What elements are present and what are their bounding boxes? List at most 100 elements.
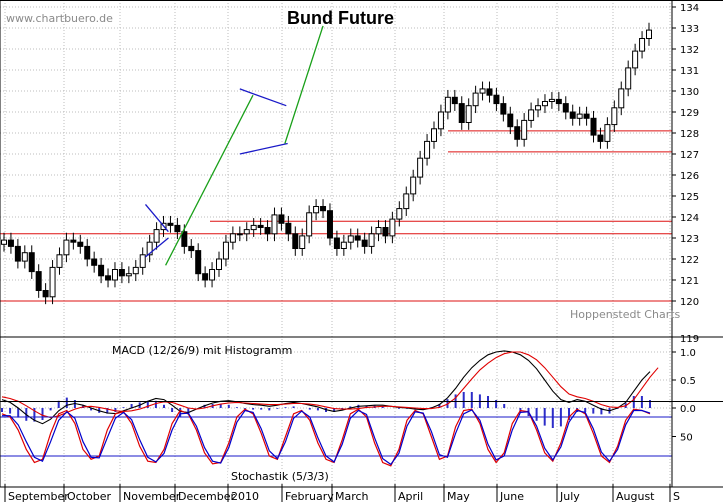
candle-body: [216, 258, 222, 270]
candle-body: [153, 229, 160, 243]
candle-body: [639, 38, 646, 52]
candle-body: [632, 50, 639, 69]
chart-title: Bund Future: [287, 8, 394, 28]
stochastic-label: Stochastik (5/3/3): [231, 470, 329, 483]
price-tick-label: 131: [680, 66, 699, 77]
candle-body: [84, 245, 91, 260]
candle-body: [132, 266, 139, 275]
price-tick-label: 125: [680, 192, 699, 203]
price-tick-label: 126: [680, 171, 699, 182]
trendline: [165, 94, 254, 266]
candle-body: [285, 222, 292, 235]
candle-body: [535, 105, 542, 111]
candle-body: [562, 103, 569, 113]
stoch-line: [1, 408, 651, 467]
candle-body: [7, 239, 14, 247]
macd-tick-label: 0.0: [680, 404, 696, 415]
candle-body: [195, 250, 202, 275]
candle-body: [70, 239, 77, 243]
candle-body: [472, 92, 479, 107]
price-tick-label: 130: [680, 87, 699, 98]
month-label: May: [447, 490, 470, 502]
candle-body: [125, 273, 132, 277]
candle-body: [521, 119, 528, 140]
candle-body: [1, 239, 7, 245]
candle-body: [98, 264, 105, 277]
macd-label: MACD (12/26/9) mit Histogramm: [112, 344, 292, 357]
candle-body: [389, 218, 396, 237]
stoch-tick-label: 50: [680, 433, 693, 444]
month-label: April: [398, 490, 423, 502]
candle-body: [313, 206, 320, 214]
candle-body: [368, 233, 375, 247]
candle-body: [236, 233, 243, 236]
candle-body: [451, 96, 458, 105]
month-label: June: [499, 490, 524, 502]
price-tick-label: 127: [680, 150, 699, 161]
candle-body: [146, 241, 153, 256]
candle-body: [340, 241, 347, 249]
candle-body: [278, 214, 285, 224]
candle-body: [264, 227, 271, 235]
price-tick-label: 122: [680, 255, 699, 266]
stoch-label-bg: [228, 469, 296, 483]
trendline: [284, 25, 324, 144]
candle-body: [590, 117, 597, 136]
candle-body: [548, 98, 555, 103]
candle-body: [77, 241, 84, 247]
candle-body: [583, 113, 590, 119]
candle-body: [514, 126, 521, 140]
price-tick-label: 124: [680, 213, 699, 224]
macd-tick-label: 0.5: [680, 376, 696, 387]
price-tick-label: 134: [680, 3, 699, 14]
channel-line: [239, 142, 288, 155]
candle-body: [465, 105, 472, 123]
macd-line: [1, 351, 659, 419]
credit-label: Hoppenstedt Charts: [570, 308, 681, 321]
candle-body: [569, 111, 576, 119]
month-label: August: [616, 490, 655, 502]
candle-body: [42, 290, 49, 298]
candle-body: [306, 212, 313, 237]
candle-body: [431, 128, 437, 142]
candle-body: [424, 140, 431, 159]
candle-body: [111, 269, 118, 281]
candle-body: [21, 252, 28, 262]
candle-body: [375, 227, 382, 235]
candle-body: [35, 271, 42, 292]
candle-body: [105, 275, 112, 281]
macd-line: [1, 350, 651, 425]
stoch-line: [2, 409, 651, 466]
month-label: October: [67, 490, 111, 502]
candle-body: [347, 235, 354, 243]
candle-body: [222, 241, 229, 260]
candle-body: [299, 235, 306, 249]
candle-body: [507, 113, 514, 128]
candle-body: [486, 88, 493, 96]
price-tick-label: 133: [680, 24, 699, 35]
candle-body: [576, 113, 583, 119]
month-label: November: [123, 490, 181, 502]
candle-body: [611, 107, 618, 126]
channel-line: [145, 237, 169, 258]
candle-body: [493, 94, 500, 105]
candle-body: [444, 96, 451, 113]
candle-body: [28, 252, 35, 273]
candle-body: [417, 157, 424, 178]
price-tick-label: 121: [680, 276, 699, 287]
candle-body: [139, 254, 146, 268]
candle-body: [625, 67, 632, 90]
candle-body: [333, 237, 340, 249]
candle-body: [618, 88, 625, 109]
candle-body: [410, 176, 417, 195]
candle-body: [382, 227, 389, 237]
candle-body: [118, 269, 125, 277]
month-label: S: [673, 490, 680, 502]
month-label: 2010: [231, 490, 259, 502]
price-tick-label: 128: [680, 129, 699, 140]
candle-body: [209, 269, 216, 281]
candle-body: [292, 233, 299, 250]
candle-body: [437, 111, 444, 130]
candle-body: [188, 245, 195, 252]
month-label: December: [178, 490, 236, 502]
